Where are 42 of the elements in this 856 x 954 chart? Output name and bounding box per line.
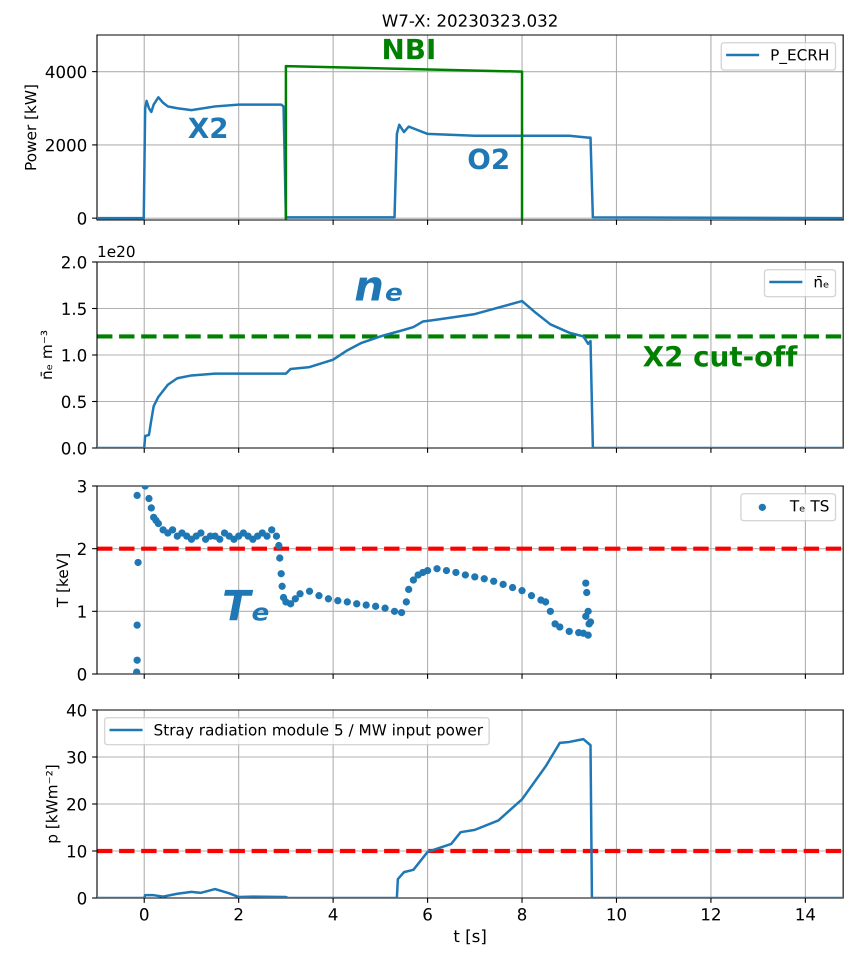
x-tick-label: 12	[702, 908, 720, 920]
y-axis-title: p [kWm⁻²]	[46, 766, 61, 842]
y-tick-label: 0	[78, 212, 86, 225]
y-tick-label: 40	[66, 704, 86, 717]
legend-label: n̄ₑ	[814, 276, 828, 288]
annotation: O2	[468, 148, 508, 170]
x-tick-label: 8	[518, 908, 526, 921]
legend-label: P_ECRH	[772, 49, 828, 64]
y-tick-label: 1.0	[62, 348, 86, 362]
x-tick-label: 4	[328, 908, 338, 920]
y-tick-label: 10	[68, 844, 86, 858]
annotation: X2 cut-off	[643, 345, 798, 367]
annotation: Tₑ	[224, 590, 268, 621]
annotation: nₑ	[356, 277, 402, 301]
x-tick-label: 0	[140, 908, 148, 921]
chart-title: W7-X: 20230323.032	[382, 14, 557, 27]
x-tick-label: 6	[423, 908, 432, 921]
y-tick-label: 4000	[46, 66, 86, 78]
y-axis-title: T [keV]	[56, 554, 70, 608]
y-axis-title: n̄ₑ m⁻³	[40, 330, 52, 379]
x-tick-label: 14	[796, 908, 816, 920]
y-tick-label: 30	[67, 750, 86, 764]
y-tick-label: 1	[78, 606, 86, 618]
y-tick-label: 2	[78, 542, 86, 555]
x-axis-title: t [s]	[454, 929, 486, 944]
y-tick-label: 1.5	[62, 302, 86, 316]
legend-label: Tₑ TS	[790, 500, 829, 512]
y-tick-label: 0	[78, 668, 86, 681]
text: 1e20	[98, 246, 135, 258]
annotation: NBI	[384, 38, 434, 60]
legend-label: Stray radiation module 5 / MW input power	[154, 724, 484, 739]
y-tick-label: 20	[67, 798, 86, 811]
annotation: X2	[188, 117, 226, 138]
y-tick-label: 0	[78, 892, 86, 905]
y-tick-label: 2000	[46, 138, 86, 152]
y-tick-label: 2.0	[62, 256, 86, 269]
y-tick-label: 3	[78, 480, 86, 493]
y-axis-title: Power [kW]	[24, 85, 38, 170]
y-tick-label: 0.0	[62, 442, 86, 455]
x-tick-label: 2	[234, 908, 242, 920]
y-tick-label: 0.5	[62, 395, 86, 408]
x-tick-label: 10	[608, 908, 626, 921]
